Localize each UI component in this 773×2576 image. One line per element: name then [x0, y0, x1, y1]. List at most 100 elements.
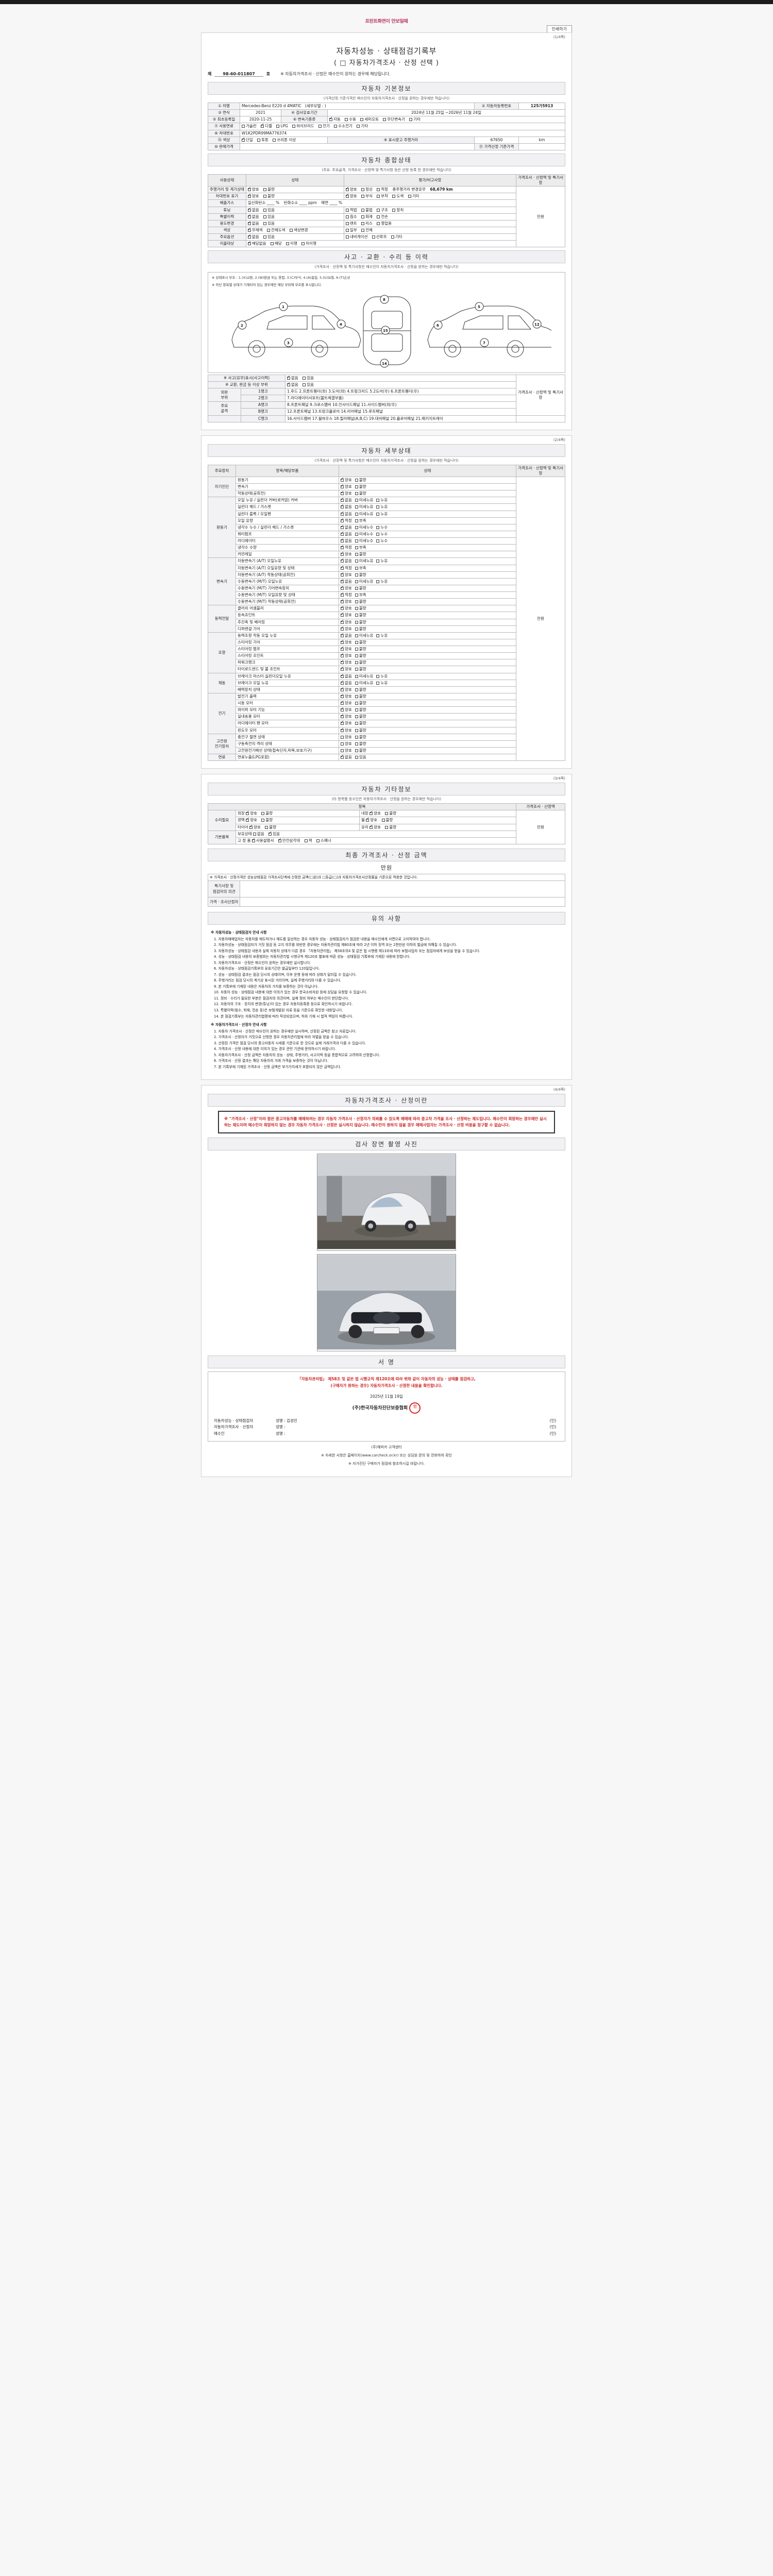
ov6b-opt-0[interactable]: 일부 [345, 228, 357, 233]
detail-opt-5-1-2[interactable]: 누유 [376, 681, 388, 686]
detail-opt-6-5-1[interactable]: 불량 [355, 728, 366, 733]
detail-opt-3-0-0[interactable]: 양호 [341, 605, 352, 611]
detail-opt-3-1-0[interactable]: 양호 [341, 612, 352, 618]
bf-1[interactable]: 안전삼각대 [278, 837, 300, 843]
ov8-opt-2[interactable]: 이행 [286, 241, 297, 246]
ov5b-opt-2[interactable]: 영업용 [377, 221, 392, 226]
ov4b-opt-2[interactable]: 전손 [377, 214, 388, 219]
detail-opt-1-1-2[interactable]: 누유 [376, 504, 388, 510]
detail-opt-1-0-1[interactable]: 미세누유 [355, 498, 373, 503]
detail-opt-5-1-1[interactable]: 미세누유 [355, 681, 373, 686]
rex-ok[interactable]: 양호 [246, 810, 257, 816]
detail-opt-4-1-1[interactable]: 불량 [355, 640, 366, 645]
color-opt-three[interactable]: 쓰리톤 이상 [273, 138, 296, 143]
ov8-opt-0[interactable]: 해당없음 [247, 240, 266, 246]
detail-opt-2-0-1[interactable]: 미세누유 [355, 558, 373, 564]
ov3c-opt-0[interactable]: 구조 [377, 208, 388, 213]
detail-opt-1-7-1[interactable]: 부족 [355, 545, 366, 550]
bh-none[interactable]: 없음 [253, 832, 264, 837]
rwh-ok[interactable]: 양호 [366, 817, 377, 823]
detail-opt-3-3-1[interactable]: 불량 [355, 626, 366, 632]
rgl-ok[interactable]: 양호 [369, 824, 381, 830]
detail-opt-1-3-1[interactable]: 부족 [355, 518, 366, 523]
ov3c-opt-1[interactable]: 장치 [392, 208, 404, 213]
ov1b-opt-2[interactable]: 부착 [377, 194, 388, 199]
detail-opt-1-8-1[interactable]: 불량 [355, 552, 366, 557]
ov1-opt-1[interactable]: 불량 [263, 194, 275, 199]
ov3b-opt-0[interactable]: 적법 [345, 208, 357, 213]
detail-opt-8-0-0[interactable]: 없음 [341, 754, 352, 760]
color-opt-single[interactable]: 단일 [242, 137, 253, 143]
rpo-bad[interactable]: 불량 [261, 818, 273, 823]
ov6b-opt-1[interactable]: 전체 [361, 228, 373, 233]
detail-opt-2-2-1[interactable]: 불량 [355, 572, 366, 578]
rep-opt-yes[interactable]: 있음 [303, 382, 314, 387]
ov4-opt-0[interactable]: 없음 [247, 213, 259, 219]
ov6-opt-1[interactable]: 전체도색 [266, 228, 285, 233]
detail-opt-1-4-0[interactable]: 없음 [341, 524, 352, 530]
detail-opt-3-2-0[interactable]: 양호 [341, 619, 352, 625]
fuel-opt-etc[interactable]: 기타 [357, 124, 368, 129]
detail-opt-4-5-0[interactable]: 양호 [341, 666, 352, 672]
rti-ok[interactable]: 양호 [249, 824, 261, 830]
detail-opt-6-2-0[interactable]: 양호 [341, 706, 352, 713]
ov0-opt-0[interactable]: 양호 [247, 186, 259, 192]
ov4b-opt-0[interactable]: 침수 [345, 214, 357, 219]
detail-opt-2-1-0[interactable]: 적정 [341, 565, 352, 571]
ov5b-opt-0[interactable]: 렌트 [345, 221, 357, 226]
detail-opt-2-3-1[interactable]: 미세누유 [355, 579, 373, 584]
ov3-opt-0[interactable]: 없음 [247, 207, 259, 213]
detail-opt-2-5-0[interactable]: 적정 [341, 591, 352, 598]
rex-bad[interactable]: 불량 [261, 811, 273, 816]
detail-opt-1-6-1[interactable]: 미세누수 [355, 538, 373, 544]
detail-opt-1-4-2[interactable]: 누수 [376, 525, 388, 530]
detail-opt-2-1-1[interactable]: 부족 [355, 566, 366, 571]
detail-opt-0-1-1[interactable]: 불량 [355, 484, 366, 489]
detail-opt-0-0-1[interactable]: 불량 [355, 478, 366, 483]
detail-opt-6-1-1[interactable]: 불량 [355, 701, 366, 706]
detail-opt-2-4-0[interactable]: 양호 [341, 585, 352, 591]
trans-opt-cvt[interactable]: 무단변속기 [383, 117, 405, 122]
ov1b-opt-1[interactable]: 부식 [361, 194, 373, 199]
detail-opt-0-1-0[interactable]: 양호 [341, 483, 352, 489]
color-opt-two[interactable]: 투톤 [257, 138, 268, 143]
fuel-opt-hybrid[interactable]: 하이브리드 [292, 124, 314, 129]
detail-opt-1-7-0[interactable]: 적정 [341, 544, 352, 550]
bf-2[interactable]: 잭 [304, 838, 312, 843]
detail-opt-1-2-0[interactable]: 없음 [341, 511, 352, 517]
fuel-opt-hydrogen[interactable]: 수소전기 [334, 124, 352, 129]
rgl-bad[interactable]: 불량 [385, 825, 396, 830]
detail-opt-1-4-1[interactable]: 미세누수 [355, 525, 373, 530]
detail-opt-3-1-1[interactable]: 불량 [355, 613, 366, 618]
ov1-opt-0[interactable]: 양호 [247, 193, 259, 199]
detail-opt-2-2-0[interactable]: 양호 [341, 571, 352, 578]
detail-opt-1-3-0[interactable]: 적정 [341, 517, 352, 523]
ov7b-opt-0[interactable]: 내비게이션 [345, 234, 367, 240]
rti-bad[interactable]: 불량 [265, 825, 276, 830]
detail-opt-6-0-0[interactable]: 양호 [341, 693, 352, 699]
detail-opt-3-2-1[interactable]: 불량 [355, 620, 366, 625]
detail-opt-4-0-2[interactable]: 누유 [376, 633, 388, 638]
rpo-ok[interactable]: 양호 [246, 817, 257, 823]
detail-opt-1-6-2[interactable]: 누수 [376, 538, 388, 544]
detail-opt-6-4-1[interactable]: 불량 [355, 721, 366, 726]
detail-opt-1-2-2[interactable]: 누유 [376, 512, 388, 517]
detail-opt-4-0-1[interactable]: 미세누유 [355, 633, 373, 638]
detail-opt-3-0-1[interactable]: 불량 [355, 606, 366, 611]
ov0-opt-1[interactable]: 불량 [263, 187, 275, 192]
detail-opt-1-1-1[interactable]: 미세누유 [355, 504, 373, 510]
detail-opt-4-1-0[interactable]: 양호 [341, 639, 352, 645]
ov8-opt-1[interactable]: 해당 [270, 241, 282, 246]
detail-opt-6-4-0[interactable]: 양호 [341, 720, 352, 726]
detail-opt-0-0-0[interactable]: 양호 [341, 477, 352, 483]
detail-opt-4-4-0[interactable]: 양호 [341, 659, 352, 665]
detail-opt-7-1-1[interactable]: 불량 [355, 741, 366, 747]
fuel-opt-lpg[interactable]: LPG [276, 124, 288, 129]
rin-bad[interactable]: 불량 [385, 811, 396, 816]
ov5-opt-1[interactable]: 있음 [263, 221, 275, 226]
detail-opt-7-2-0[interactable]: 양호 [341, 748, 352, 753]
detail-opt-3-3-0[interactable]: 양호 [341, 625, 352, 632]
detail-opt-1-0-0[interactable]: 없음 [341, 497, 352, 503]
detail-opt-1-8-0[interactable]: 양호 [341, 551, 352, 557]
detail-opt-4-3-0[interactable]: 양호 [341, 652, 352, 658]
